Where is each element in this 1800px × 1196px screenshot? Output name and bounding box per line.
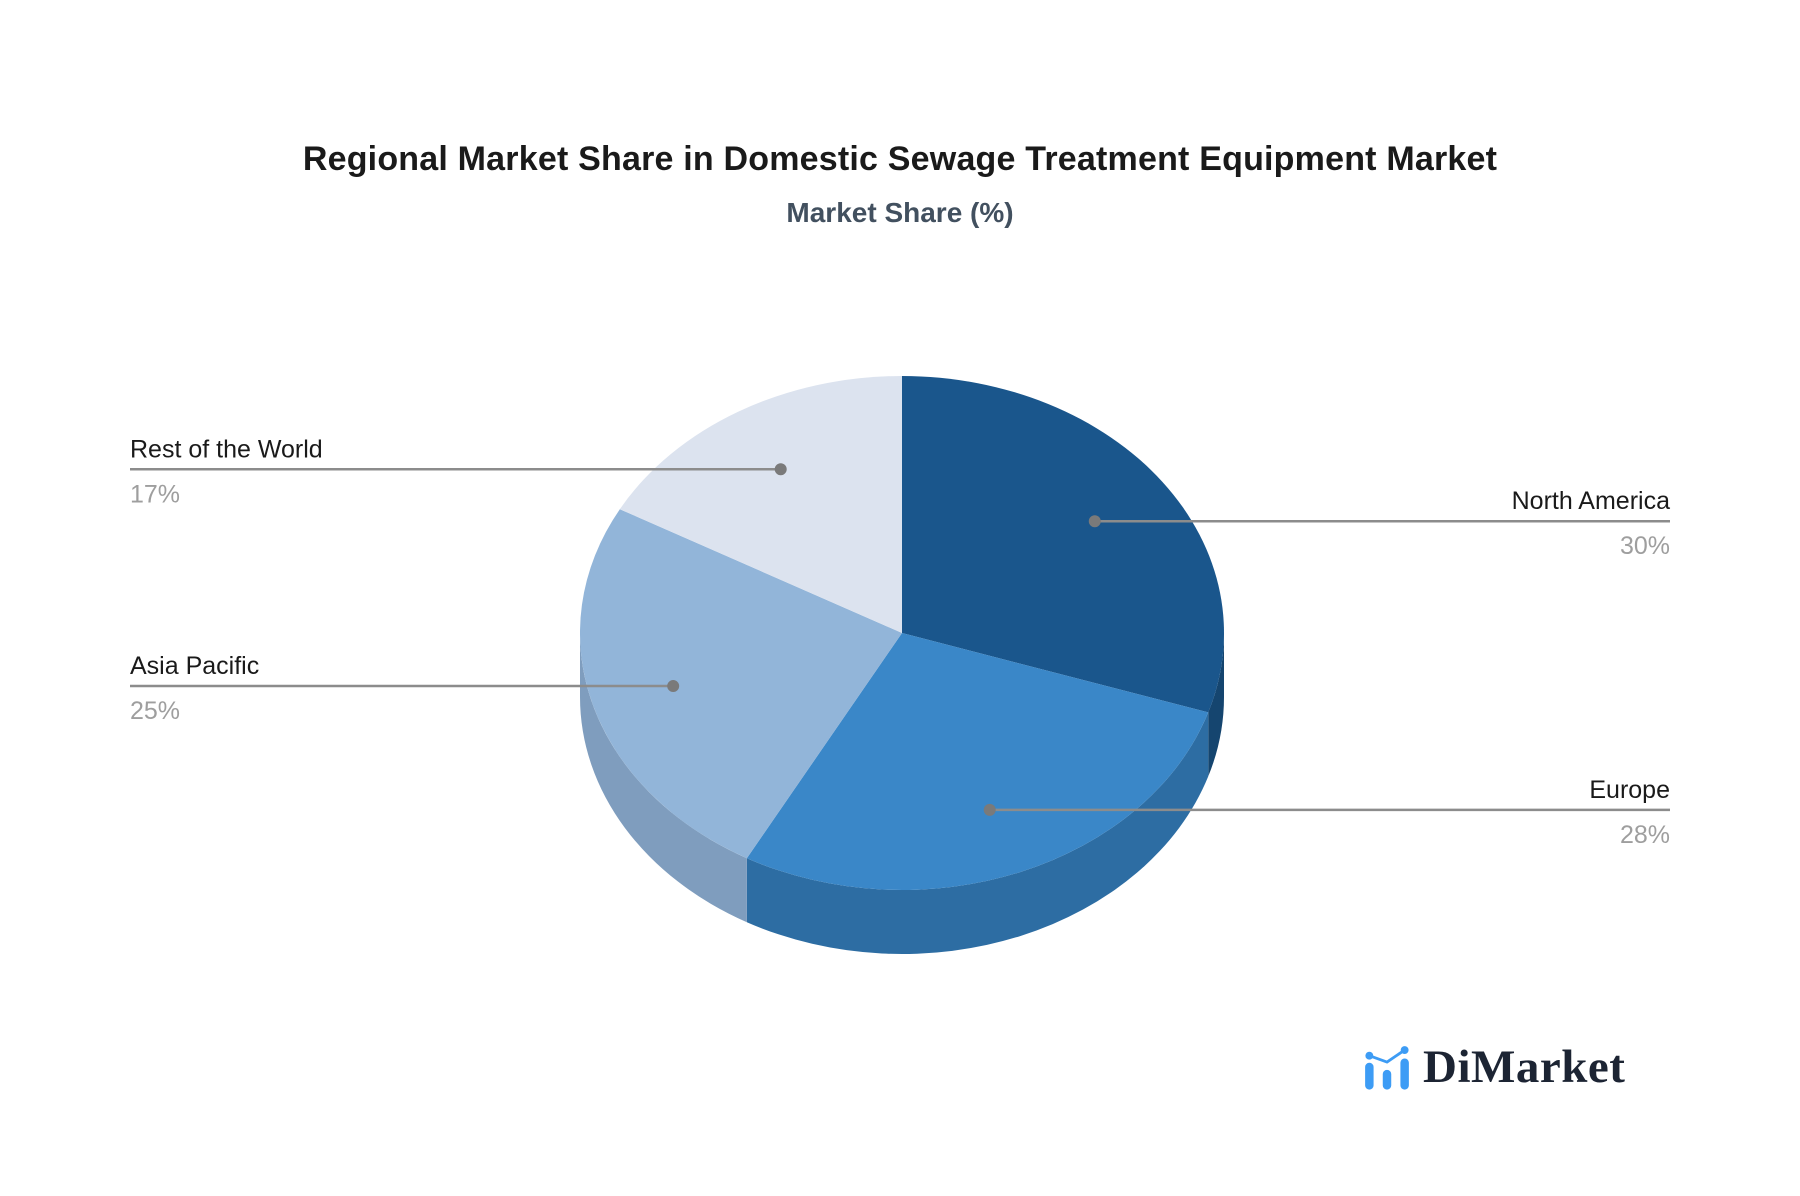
dimarket-logo-text: DiMarket xyxy=(1423,1040,1626,1093)
slice-value-asia-pacific: 25% xyxy=(130,697,180,725)
pie-slice-depth-europe xyxy=(746,712,1209,954)
slice-label-north-america: North America xyxy=(1512,487,1670,515)
pie-slice-depth-asia-pacific xyxy=(580,633,747,923)
bar-line-chart-icon xyxy=(1365,1046,1409,1090)
slice-label-rest-of-the-world: Rest of the World xyxy=(130,435,323,463)
pie-slice-north-america[interactable] xyxy=(902,376,1225,713)
pie-slice-rest-of-the-world[interactable] xyxy=(619,376,902,633)
leader-dot-asia-pacific xyxy=(667,680,680,693)
chart-subtitle: Market Share (%) xyxy=(786,197,1014,228)
label-group-asia-pacific: Asia Pacific 25% xyxy=(130,652,680,725)
pie-slice-asia-pacific[interactable] xyxy=(580,509,902,859)
slice-label-asia-pacific: Asia Pacific xyxy=(130,652,259,680)
label-group-rest-of-the-world: Rest of the World 17% xyxy=(130,435,787,508)
label-group-north-america: North America 30% xyxy=(1088,487,1670,560)
leader-dot-north-america xyxy=(1088,515,1101,528)
pie-slice-depth-north-america xyxy=(1208,633,1224,777)
label-group-europe: Europe 28% xyxy=(983,776,1670,849)
slice-value-europe: 28% xyxy=(1620,821,1670,849)
slice-value-rest-of-the-world: 17% xyxy=(130,480,180,508)
slice-value-north-america: 30% xyxy=(1620,532,1670,560)
slice-label-europe: Europe xyxy=(1589,776,1670,804)
pie-slice-europe[interactable] xyxy=(746,633,1209,890)
leader-dot-europe xyxy=(983,803,996,816)
leader-dot-rest-of-the-world xyxy=(774,463,787,476)
chart-title: Regional Market Share in Domestic Sewage… xyxy=(302,140,1498,178)
dimarket-logo: DiMarket xyxy=(1363,1040,1625,1094)
